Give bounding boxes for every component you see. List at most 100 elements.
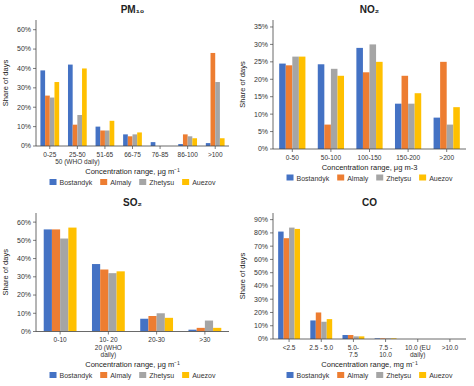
x-tick-label: 7.5 -10.0 <box>379 344 392 359</box>
legend-swatch <box>419 372 426 378</box>
bar <box>284 238 289 339</box>
x-axis-label: Concentration range, mg m⁻¹ <box>321 360 418 369</box>
bar <box>92 264 100 331</box>
legend-label: Bostandyk <box>297 372 330 380</box>
bars <box>44 228 222 332</box>
bar <box>337 76 344 149</box>
bar <box>151 142 156 146</box>
y-tick-label: 35% <box>254 23 268 30</box>
x-axis-label: Concentration range, μg m⁻¹ <box>85 360 180 369</box>
x-tick <box>289 339 290 342</box>
legend-swatch <box>337 175 344 181</box>
y-tick <box>33 240 36 241</box>
figure: PM₁₀0%10%20%30%40%50%60%Share of days0-2… <box>0 0 474 386</box>
x-tick <box>408 149 409 152</box>
bar <box>128 136 133 146</box>
y-axis-label: Share of days <box>238 61 247 108</box>
legend: BostandykAlmalyZhetysuAuezov <box>287 372 453 380</box>
legend-label: Almaly <box>110 372 132 380</box>
panel: SO₂0%10%20%30%40%50%60%Share of days0-10… <box>1 197 229 380</box>
y-tick-label: 20% <box>17 104 31 111</box>
bar <box>327 319 332 339</box>
bar <box>108 273 116 331</box>
bar <box>376 62 383 149</box>
bar <box>356 48 363 149</box>
y-tick <box>270 26 273 27</box>
bars <box>40 53 224 146</box>
bar <box>215 82 220 146</box>
legend-label: Almaly <box>347 175 369 183</box>
legend-label: Zhetysu <box>386 175 411 183</box>
y-tick <box>270 114 273 115</box>
y-tick <box>270 312 273 313</box>
legend-label: Zhetysu <box>386 372 411 380</box>
y-tick-label: 30% <box>254 296 268 303</box>
bar <box>342 335 347 339</box>
bar <box>77 115 82 146</box>
x-tick <box>353 339 354 342</box>
bar <box>140 319 148 332</box>
y-axis <box>36 20 37 146</box>
y-tick-label: 50% <box>17 45 31 52</box>
x-tick-label-line: >10.0 <box>442 344 459 351</box>
x-tick-label: 51-65 <box>97 151 114 158</box>
x-tick-label-line: 86-100 <box>178 151 199 158</box>
y-tick-label: 10% <box>254 322 268 329</box>
bar <box>415 93 422 149</box>
x-tick-label: 76-85 <box>152 151 169 158</box>
bar <box>295 229 300 339</box>
x-tick-label-line: 10- 20 <box>99 336 118 343</box>
x-tick-label: >100 <box>208 151 223 158</box>
y-tick <box>33 68 36 69</box>
x-tick <box>204 332 205 335</box>
legend-swatch <box>376 372 383 378</box>
legend-swatch <box>182 179 189 185</box>
x-tick-label: 0-50 <box>286 154 299 161</box>
x-axis-label: Concentration range, μg m⁻¹ <box>85 167 180 176</box>
x-tick <box>60 332 61 335</box>
y-tick <box>33 295 36 296</box>
x-tick-label-line: 7.5 - <box>379 344 392 351</box>
legend-swatch <box>139 179 146 185</box>
y-tick <box>270 44 273 45</box>
y-tick <box>270 232 273 233</box>
bar <box>123 134 128 146</box>
x-tick-label-line: 50 (WHO daily) <box>55 158 99 166</box>
y-axis-label: Share of days <box>238 253 247 300</box>
legend-label: Zhetysu <box>149 179 174 187</box>
x-tick-label-line: 5.0- <box>348 344 359 351</box>
y-tick-label: 60% <box>17 219 31 226</box>
y-tick-label: 30% <box>17 84 31 91</box>
x-tick-label: 0-10 <box>54 336 67 343</box>
y-tick-label: 20% <box>254 76 268 83</box>
x-tick-label-line: daily) <box>101 351 117 359</box>
y-tick <box>33 107 36 108</box>
x-tick <box>156 332 157 335</box>
bar <box>453 107 460 149</box>
x-tick-label-line: 51-65 <box>97 151 114 158</box>
x-tick <box>449 339 450 342</box>
y-tick <box>270 285 273 286</box>
y-tick <box>33 258 36 259</box>
bar <box>96 127 101 146</box>
legend-label: Auezov <box>429 372 453 379</box>
y-tick-label: 60% <box>17 26 31 33</box>
bar <box>52 229 60 331</box>
y-tick <box>270 131 273 132</box>
y-tick-label: 60% <box>254 256 268 263</box>
x-tick-label: 100-150 <box>358 154 382 161</box>
x-tick <box>160 146 161 149</box>
legend-swatch <box>50 372 57 378</box>
x-tick-label: 66-75 <box>124 151 141 158</box>
legend-label: Zhetysu <box>149 372 174 380</box>
x-tick-label-line: 76-85 <box>152 151 169 158</box>
x-tick <box>132 146 133 149</box>
legend-label: Almaly <box>110 179 132 187</box>
legend-label: Bostandyk <box>60 372 93 380</box>
y-tick <box>33 49 36 50</box>
bar <box>68 65 73 146</box>
y-tick <box>270 219 273 220</box>
x-tick-label-line: <2.5 <box>283 344 296 351</box>
x-tick-label-line: >200 <box>439 154 454 161</box>
x-tick-label: 20-30 <box>148 336 165 343</box>
